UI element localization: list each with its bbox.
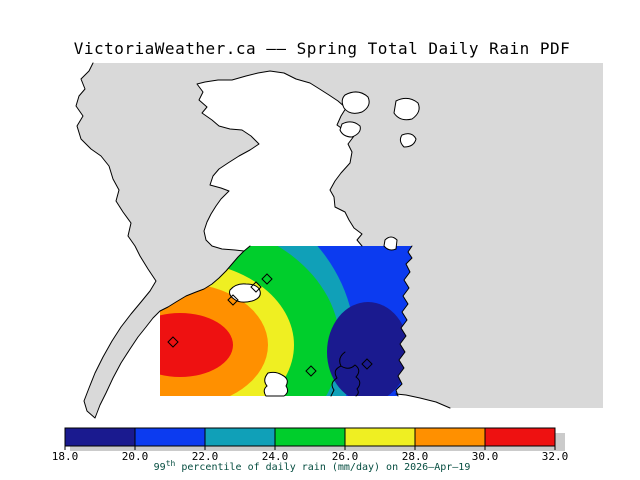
coastline-east-shore <box>395 245 413 397</box>
colorbar-tick-label: 24.0 <box>262 450 289 463</box>
colorbar-cell <box>204 427 276 447</box>
station-marker-diamond <box>227 294 239 306</box>
station-marker-diamond <box>261 273 273 285</box>
inlet-lake-outline <box>330 351 361 397</box>
harbour <box>263 371 289 397</box>
coastline-peninsula <box>196 70 363 252</box>
colorbar-tick-label: 28.0 <box>402 450 429 463</box>
station-marker-diamond <box>250 281 262 293</box>
colorbar-tick-label: 22.0 <box>192 450 219 463</box>
coastline-southeast <box>395 393 451 409</box>
station-markers <box>167 273 373 377</box>
colorbar-tick-labels: 18.0 20.0 22.0 24.0 26.0 28.0 30.0 32.0 <box>52 450 569 463</box>
caption-superscript: th <box>166 459 176 468</box>
caption-number: 99 <box>154 462 166 473</box>
harbour <box>229 283 261 303</box>
island <box>399 133 417 148</box>
colorbar-cell <box>414 427 486 447</box>
colorbar-tick-label: 18.0 <box>52 450 79 463</box>
colorbar-tick-label: 30.0 <box>472 450 499 463</box>
contour-band-18-20 <box>327 302 409 396</box>
island <box>383 236 398 251</box>
station-marker-diamond <box>361 358 373 370</box>
islands <box>339 91 420 251</box>
caption-text: percentile of daily rain (mm/day) on 202… <box>175 462 470 473</box>
island <box>339 121 361 138</box>
coastline-west-inlet-arm <box>75 62 251 419</box>
colorbar-cell <box>64 427 136 447</box>
island <box>393 97 420 121</box>
station-marker-diamond <box>305 365 317 377</box>
colorbar: 18.0 20.0 22.0 24.0 26.0 28.0 30.0 32.0 99th pe… <box>52 427 569 473</box>
colorbar-cells <box>64 427 556 447</box>
colorbar-tick-label: 32.0 <box>542 450 569 463</box>
colorbar-ticks <box>64 446 556 450</box>
page-title: VictoriaWeather.ca —— Spring Total Daily… <box>74 39 571 58</box>
colorbar-cell <box>484 427 556 447</box>
water-body <box>76 63 603 418</box>
colorbar-caption: 99th percentile of daily rain (mm/day) o… <box>154 459 471 473</box>
colorbar-tick-label: 20.0 <box>122 450 149 463</box>
colorbar-cell <box>134 427 206 447</box>
station-marker-diamond <box>167 336 179 348</box>
island <box>341 91 370 114</box>
colorbar-cell <box>274 427 346 447</box>
colorbar-cell <box>344 427 416 447</box>
colorbar-tick-label: 26.0 <box>332 450 359 463</box>
contour-band-30-32 <box>160 313 233 377</box>
